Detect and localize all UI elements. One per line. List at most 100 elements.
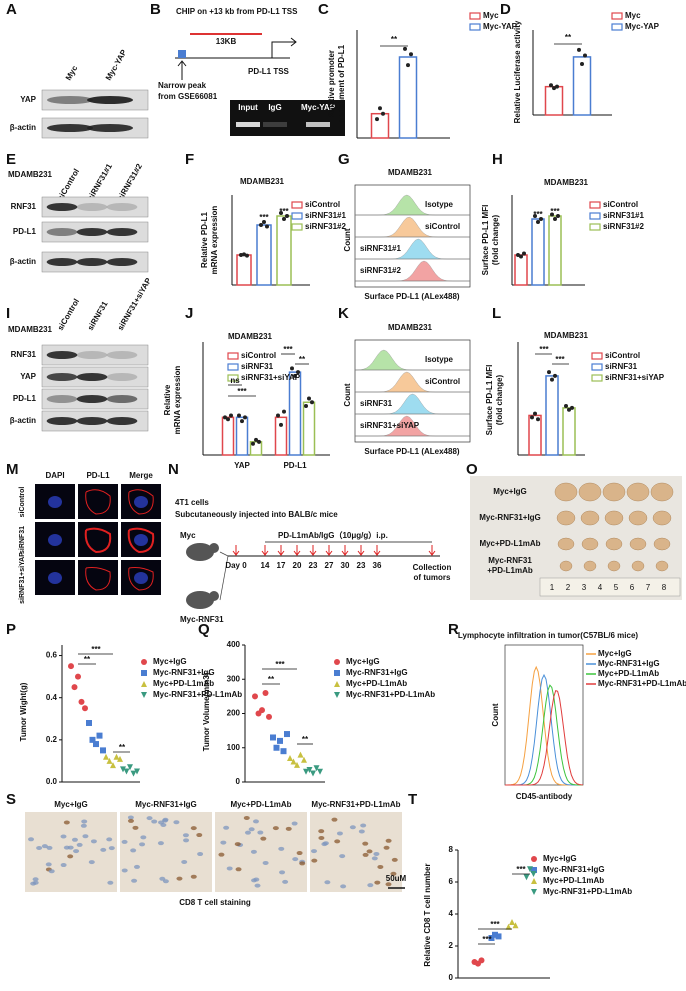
row-label: siRNF31 — [19, 526, 26, 554]
marker — [297, 751, 304, 758]
cell — [157, 841, 164, 846]
nucleus — [134, 496, 148, 508]
legend-swatch — [589, 223, 601, 231]
cell — [373, 851, 380, 856]
group-label: Myc+IgG — [493, 487, 527, 496]
significance: *** — [516, 865, 526, 874]
sample-label: siControl — [425, 377, 460, 386]
replicate-point — [226, 417, 230, 422]
marker — [317, 768, 323, 775]
flow-curve — [505, 673, 583, 786]
panel-letter: N — [168, 461, 179, 478]
row-label: PD-L1 — [13, 227, 37, 236]
bar — [236, 254, 252, 286]
flow-xlabel: Surface PD-L1 (ALex488) — [364, 292, 459, 301]
panel-letter: D — [500, 1, 511, 18]
y-axis-label: Surface PD-L1 MFI — [481, 205, 490, 276]
cell — [73, 849, 80, 854]
cell — [190, 874, 197, 879]
cell — [107, 880, 114, 885]
replicate-point — [237, 413, 241, 418]
cell — [151, 819, 158, 824]
day-label: 30 — [341, 561, 350, 570]
marker — [294, 761, 300, 768]
bar — [288, 371, 302, 456]
replicate-point — [533, 214, 537, 218]
legend-label: Myc+PD-L1mAb — [598, 669, 659, 678]
row-label: β-actin — [10, 123, 36, 132]
legend-marker — [141, 659, 147, 665]
marker — [127, 764, 133, 771]
panel-letter: F — [185, 151, 194, 168]
replicate-point — [282, 409, 286, 414]
y-tick-label: 2 — [449, 941, 454, 950]
legend-swatch — [227, 352, 239, 360]
legend-label: Myc-YAP — [625, 22, 660, 31]
legend-label: Myc-RNF31+PD-L1mAb — [598, 679, 686, 688]
marker — [68, 663, 74, 670]
significance: *** — [539, 345, 549, 354]
replicate-point — [279, 211, 283, 215]
y-axis-label: Tumor Volume(mm3) — [202, 672, 211, 751]
ihc-image — [310, 812, 402, 892]
group-label: Myc+PD-L1mAb — [479, 539, 540, 548]
legend-swatch — [591, 374, 603, 382]
cell — [223, 825, 230, 830]
cell — [252, 819, 259, 824]
cell — [358, 829, 365, 834]
cells-label: 4T1 cells — [175, 498, 209, 507]
cell — [254, 883, 261, 888]
bar — [370, 112, 390, 139]
legend-swatch — [291, 223, 303, 231]
significance: ** — [391, 35, 398, 44]
cell — [250, 849, 257, 854]
replicate-point — [251, 441, 255, 446]
legend-label: siRNF31+siYAP — [605, 373, 665, 382]
legend-label: Myc+PD-L1mAb — [153, 679, 214, 688]
cell — [131, 878, 138, 883]
mouse-arrow — [219, 555, 229, 601]
tumor — [628, 510, 648, 526]
legend-swatch — [469, 12, 481, 20]
cell — [311, 849, 318, 854]
marker — [71, 684, 78, 691]
cell — [334, 839, 341, 844]
cell — [100, 847, 107, 852]
blot-band — [106, 258, 138, 266]
replicate-point — [254, 437, 258, 442]
blot-band — [76, 417, 108, 425]
ruler-number: 7 — [646, 583, 651, 592]
panel-letter: K — [338, 305, 349, 322]
bar — [544, 85, 564, 116]
group-label: Myc+PD-L1mAb — [230, 800, 291, 809]
marker — [117, 755, 123, 762]
replicate-point — [583, 53, 587, 58]
day-arrow — [277, 545, 285, 556]
cell — [160, 823, 167, 828]
day-arrow — [309, 545, 317, 556]
cell — [48, 869, 55, 874]
cell — [282, 879, 289, 884]
column-label: DAPI — [45, 471, 64, 480]
marker — [310, 770, 316, 777]
row-label: siControl — [19, 487, 26, 518]
replicate-point — [406, 63, 410, 68]
replicate-point — [285, 214, 289, 218]
lane-label: siRNF31#1 — [86, 162, 115, 202]
legend-swatch — [291, 212, 303, 220]
replicate-point — [310, 400, 314, 405]
cell — [90, 839, 97, 844]
panel-letter: A — [6, 1, 17, 18]
legend-label: Myc+IgG — [598, 649, 632, 658]
column-label: PD-L1 — [86, 471, 110, 480]
marker — [287, 755, 293, 762]
cell — [130, 848, 137, 853]
marker — [530, 871, 537, 877]
sample-label: Isotype — [425, 355, 454, 364]
flow-ylabel: Count — [343, 383, 352, 406]
tumor — [554, 482, 578, 502]
panel-letter: C — [318, 1, 329, 18]
cell — [374, 880, 381, 885]
y-tick-label: 300 — [227, 674, 241, 683]
tumor — [602, 482, 626, 502]
